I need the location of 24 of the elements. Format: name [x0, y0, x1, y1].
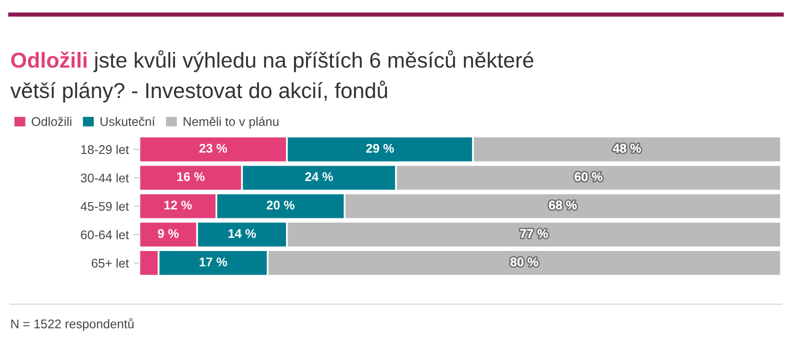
y-tick-label: 30-44 let: [80, 173, 129, 182]
legend-label: Neměli to v plánu: [184, 116, 278, 128]
y-tick-label: 45-59 let: [80, 202, 129, 211]
data-label: 23 %: [199, 144, 228, 153]
y-tick-label: 18-29 let: [81, 144, 129, 154]
legend-label: Uskuteční: [100, 116, 156, 126]
data-label: 12 %: [164, 200, 192, 210]
data-label: 20 %: [266, 200, 294, 210]
data-label: 9 %: [158, 229, 179, 238]
data-label: 29 %: [366, 144, 394, 153]
y-tick-label: 65+ let: [92, 258, 129, 268]
y-tick-label: 60-64 let: [80, 230, 129, 240]
data-label: 80 %: [510, 257, 538, 266]
data-label: 60 %: [574, 172, 602, 182]
data-label: 48 %: [612, 144, 641, 153]
data-label: 16 %: [177, 172, 205, 182]
chart-title: Odložili jste kvůli výhledu na příštích 6 měsíců některé větší plány? - Investovat do akcií, fondů: [10, 50, 534, 102]
data-label: 68 %: [549, 200, 577, 210]
data-label: 24 %: [305, 172, 333, 182]
data-label: 14 %: [228, 229, 256, 238]
data-label: 77 %: [520, 229, 548, 238]
legend-label: Odložili: [32, 116, 72, 126]
text: N = 1522 respondentů: [11, 318, 134, 331]
data-label: 17 %: [200, 258, 228, 266]
